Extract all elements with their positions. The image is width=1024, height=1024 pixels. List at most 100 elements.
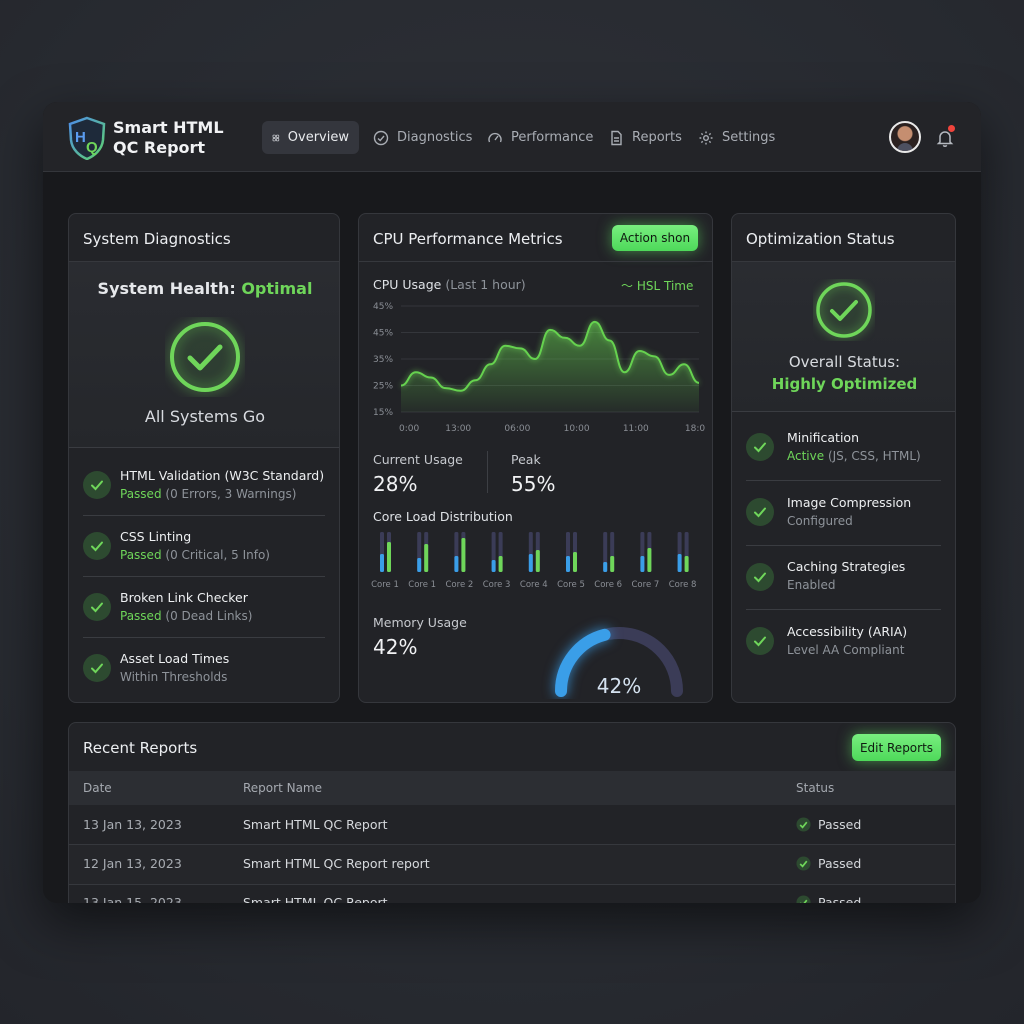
health-value: Optimal (241, 279, 313, 298)
card-title: Recent Reports (83, 739, 198, 757)
core-label: Core 1 (371, 580, 399, 590)
report-name[interactable]: Smart HTML QC Report (243, 895, 388, 903)
bell-icon[interactable] (935, 128, 955, 148)
report-name[interactable]: Smart HTML QC Report (243, 817, 388, 832)
core-bar (677, 554, 682, 572)
nav-diagnostics[interactable]: Diagnostics (363, 121, 482, 154)
divider (746, 609, 941, 610)
core-load-title: Core Load Distribution (373, 509, 513, 524)
brand-title: Smart HTML QC Report (113, 118, 224, 158)
opt-item-title: Caching Strategies (787, 559, 906, 574)
report-status: Passed (818, 856, 862, 871)
overall-status-value: Highly Optimized (771, 375, 918, 393)
diag-item-title: Broken Link Checker (120, 590, 248, 605)
core-bar (498, 556, 503, 572)
x-tick-label: 10:00 (564, 424, 590, 434)
core-label: Core 2 (446, 580, 474, 590)
check-icon (83, 471, 111, 499)
core-bar (380, 554, 384, 572)
core-bar (566, 556, 570, 572)
nav-performance[interactable]: Performance (477, 121, 603, 154)
memory-gauge: 42% (555, 627, 683, 698)
current-usage-label: Current Usage (373, 452, 463, 467)
nav-settings[interactable]: Settings (688, 121, 785, 154)
column-header-status[interactable]: Status (796, 781, 835, 795)
nav-diagnostics-label: Diagnostics (397, 130, 473, 145)
svg-text:H: H (75, 129, 86, 146)
report-status: Passed (818, 895, 862, 903)
recent-reports-card: Recent Reports Edit Reports Date Report … (68, 722, 956, 903)
core-bar (491, 560, 496, 572)
memory-usage-value: 42% (373, 635, 418, 659)
core-load-chart: Core 1 Core 1 Core 2 Core 3 Core 4 Core 5 Core… (371, 532, 696, 590)
notification-dot (948, 125, 955, 132)
core-label: Core 3 (483, 580, 511, 590)
core-label: Core 1 (408, 580, 436, 590)
core-bar (454, 556, 459, 572)
edit-reports-button[interactable]: Edit Reports (852, 734, 941, 761)
core-bar (417, 558, 422, 572)
grid-icon (272, 134, 280, 141)
cpu-usage-chart: 45% 45% 35% 25% 15% 0:00 13:00 06:00 10:00 11:00 1… (373, 302, 705, 434)
core-bar-track (603, 532, 608, 572)
check-circle-icon (373, 130, 389, 145)
report-name[interactable]: Smart HTML QC Report report (243, 856, 430, 871)
health-label: System Health: (97, 279, 236, 298)
table-row[interactable]: 13 Jan 13, 2023 Smart HTML QC Report Pas… (69, 805, 955, 844)
nav-performance-label: Performance (511, 130, 594, 145)
peak-label: Peak (511, 452, 541, 467)
user-avatar[interactable] (889, 121, 921, 153)
table-row[interactable]: 13 Jan 15, 2023 Smart HTML QC Report Pas… (69, 885, 955, 903)
cpu-chart-title: CPU Usage (Last 1 hour) (373, 277, 526, 292)
cpu-usage-line (400, 320, 700, 392)
core-bar (461, 538, 466, 572)
table-row[interactable]: 12 Jan 13, 2023 Smart HTML QC Report rep… (69, 845, 955, 884)
cpu-area-fill (401, 321, 699, 412)
nav-overview[interactable]: Overview (262, 121, 359, 154)
svg-text:Q: Q (86, 139, 98, 156)
report-date: 12 Jan 13, 2023 (83, 856, 182, 871)
report-date: 13 Jan 15, 2023 (83, 895, 182, 903)
divider (69, 884, 955, 885)
core-label: Core 5 (557, 580, 585, 590)
system-diagnostics-card: System Diagnostics System Health: Optima… (68, 213, 340, 703)
app-window: H Q Smart HTML QC Report Overview Diagno… (43, 102, 981, 903)
passed-check-icon (796, 817, 811, 832)
x-tick-label: 13:00 (445, 424, 471, 434)
card-title: Optimization Status (746, 230, 895, 248)
core-label: Core 7 (632, 580, 660, 590)
divider (83, 576, 325, 577)
current-usage-value: 28% (373, 472, 418, 496)
divider (732, 411, 955, 412)
core-bar (535, 550, 540, 572)
core-bar (573, 552, 577, 572)
x-tick-label: 11:00 (623, 424, 649, 434)
overall-status-label: Overall Status: (788, 353, 901, 371)
column-header-report-name[interactable]: Report Name (243, 781, 322, 795)
health-panel (69, 262, 339, 447)
opt-item-title: Image Compression (787, 495, 912, 510)
document-icon (611, 130, 622, 145)
peak-value: 55% (511, 472, 556, 496)
diag-item-status: Passed (0 Errors, 3 Warnings) (120, 487, 297, 501)
divider (487, 451, 488, 493)
card-title: CPU Performance Metrics (373, 230, 563, 248)
gauge-value: 42% (597, 674, 641, 698)
y-tick-label: 25% (373, 382, 393, 392)
nav-settings-label: Settings (722, 130, 776, 145)
action-button[interactable]: Action shon (612, 225, 698, 251)
divider (746, 545, 941, 546)
divider (69, 447, 339, 448)
column-header-date[interactable]: Date (83, 781, 112, 795)
top-bar: H Q Smart HTML QC Report Overview Diagno… (43, 102, 981, 172)
check-icon (83, 593, 111, 621)
core-bar (387, 542, 391, 572)
opt-item-title: Accessibility (ARIA) (787, 624, 908, 639)
nav-reports[interactable]: Reports (598, 121, 692, 154)
divider (69, 844, 955, 845)
core-bar (610, 556, 615, 572)
cpu-performance-card: CPU Performance Metrics Action shon CPU … (358, 213, 713, 703)
check-icon (746, 433, 774, 461)
overall-check-icon (816, 282, 872, 338)
y-tick-label: 45% (373, 329, 393, 339)
